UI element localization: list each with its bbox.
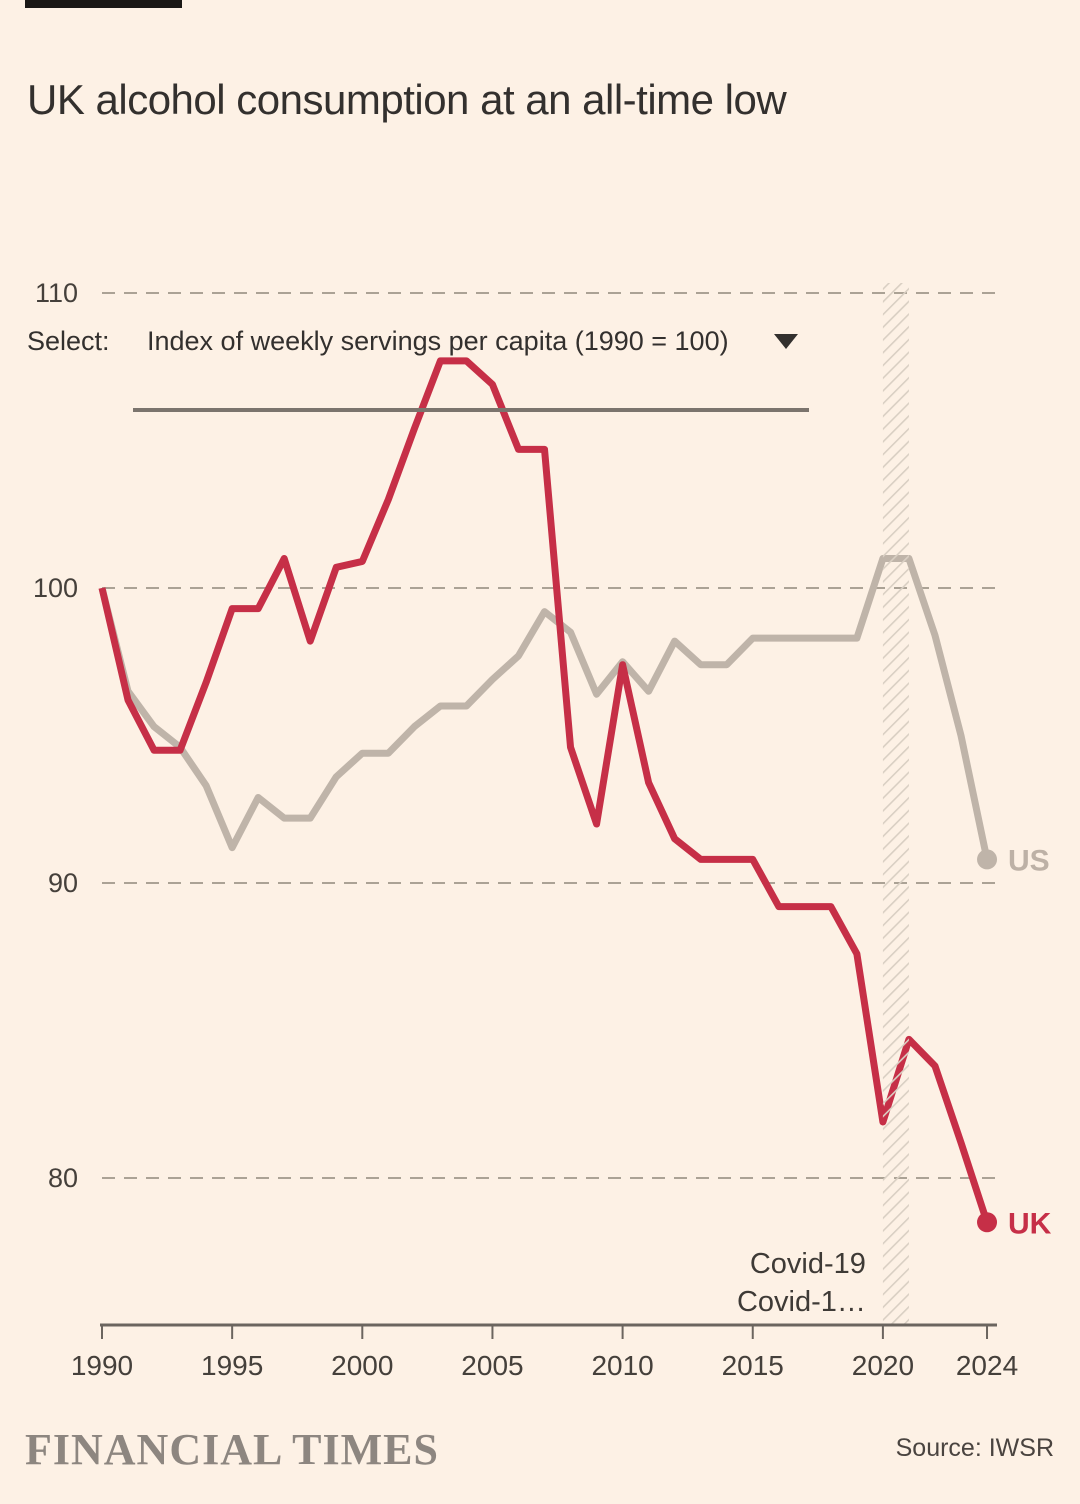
y-axis-label-110: 110: [35, 278, 78, 308]
x-axis-label-2020: 2020: [852, 1350, 914, 1381]
select-label: Select:: [27, 326, 110, 356]
x-axis-label-2010: 2010: [591, 1350, 653, 1381]
covid-annotation-line2: Covid-1…: [737, 1286, 866, 1318]
x-axis-label-1995: 1995: [201, 1350, 263, 1381]
x-axis-label-2005: 2005: [461, 1350, 523, 1381]
chevron-down-icon: [774, 334, 798, 349]
series-line-uk: [98, 357, 991, 1224]
x-axis-label-2015: 2015: [722, 1350, 784, 1381]
y-axis-label-90: 90: [48, 868, 78, 898]
ft-logo: FINANCIAL TIMES: [25, 1425, 439, 1474]
series-label-us: US: [1008, 844, 1050, 877]
series-line-us: [98, 555, 991, 861]
x-axis-label-2000: 2000: [331, 1350, 393, 1381]
ft-top-rule: [25, 0, 182, 8]
y-axis-label-80: 80: [48, 1163, 78, 1193]
page-title: UK alcohol consumption at an all-time lo…: [27, 76, 787, 123]
x-axis-label-1990: 1990: [71, 1350, 133, 1381]
dropdown-underline: [133, 408, 809, 412]
y-axis-label-100: 100: [33, 573, 78, 603]
metric-dropdown-value: Index of weekly servings per capita (199…: [147, 326, 729, 356]
metric-dropdown[interactable]: Index of weekly servings per capita (199…: [133, 318, 809, 362]
series-end-dot-uk: [977, 1212, 998, 1233]
series-label-uk: UK: [1008, 1207, 1052, 1240]
covid-annotation-line1: Covid-19: [750, 1248, 866, 1280]
series-end-dot-us: [977, 849, 998, 870]
x-axis-label-2024: 2024: [956, 1350, 1018, 1381]
source-note: Source: IWSR: [895, 1434, 1054, 1462]
covid-period-band: [882, 283, 909, 1325]
